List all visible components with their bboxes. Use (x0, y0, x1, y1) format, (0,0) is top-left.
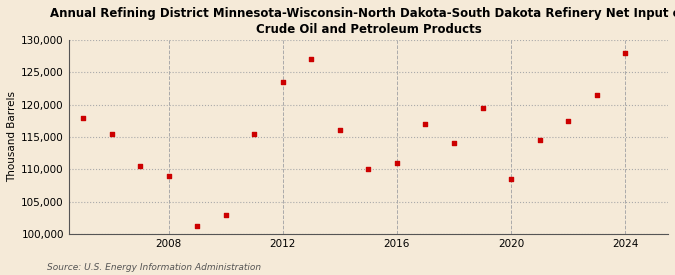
Point (220, 212, 231, 217)
Point (477, 106, 488, 110)
Point (449, 141, 460, 145)
Point (135, 164, 146, 168)
Point (106, 131, 117, 136)
Point (163, 174, 174, 178)
Point (277, 80, 288, 84)
Point (334, 128, 345, 133)
Y-axis label: Thousand Barrels: Thousand Barrels (7, 91, 17, 182)
Point (363, 167, 374, 171)
Point (392, 161, 402, 165)
Point (620, 51, 630, 55)
Point (506, 177, 516, 181)
Point (563, 119, 574, 123)
Point (591, 93, 602, 97)
Point (249, 131, 260, 136)
Point (192, 224, 202, 228)
Text: Source: U.S. Energy Information Administration: Source: U.S. Energy Information Administ… (47, 263, 261, 272)
Point (534, 138, 545, 142)
Point (420, 122, 431, 126)
Title: Annual Refining District Minnesota-Wisconsin-North Dakota-South Dakota Refinery : Annual Refining District Minnesota-Wisco… (51, 7, 675, 36)
Point (306, 57, 317, 62)
Point (78, 115, 88, 120)
